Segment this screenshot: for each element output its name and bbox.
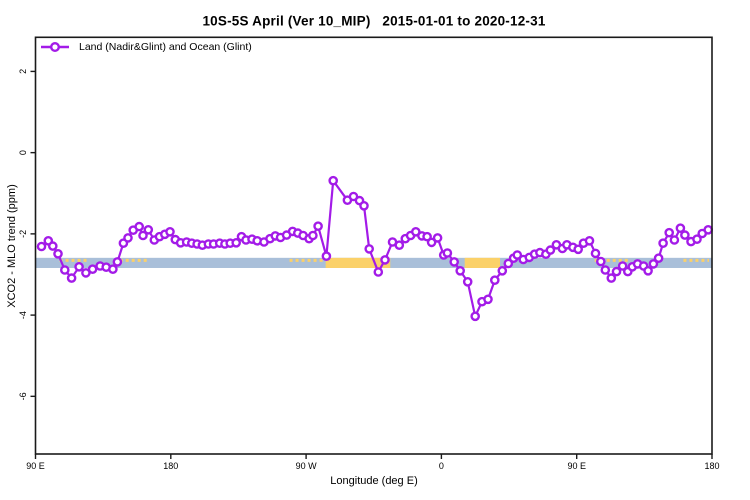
- data-point-marker: [134, 221, 144, 232]
- data-point-marker: [600, 265, 611, 275]
- data-point-marker: [658, 238, 668, 248]
- data-point-marker: [584, 235, 595, 246]
- data-point-marker: [573, 244, 584, 255]
- data-point-marker: [462, 276, 473, 287]
- data-point-marker: [449, 257, 460, 267]
- x-axis-tick-label: 90 E: [567, 461, 586, 471]
- data-point-marker: [112, 257, 123, 267]
- data-point-marker: [138, 230, 148, 241]
- chart-title: 10S-5S April (Ver 10_MIP) 2015-01-01 to …: [202, 13, 546, 29]
- data-point-marker: [503, 258, 514, 269]
- data-point-marker: [483, 294, 493, 305]
- plot-border: [34, 36, 713, 455]
- data-point-marker: [643, 265, 653, 276]
- data-point-marker: [470, 311, 481, 322]
- data-point-marker: [36, 241, 47, 252]
- data-point-marker: [606, 273, 617, 283]
- y-axis-tick-label: 2: [18, 69, 28, 74]
- data-point-marker: [675, 223, 686, 233]
- data-point-marker: [653, 253, 664, 264]
- data-point-marker: [664, 227, 675, 238]
- data-point-marker: [53, 248, 63, 259]
- data-point-marker: [692, 234, 702, 244]
- data-point-marker: [410, 226, 421, 237]
- data-point-marker: [680, 230, 690, 240]
- reference-band-orange: [325, 257, 391, 268]
- data-point-marker: [123, 233, 133, 243]
- data-point-marker: [308, 230, 318, 241]
- y-axis-tick-label: -2: [18, 230, 28, 238]
- data-point-marker: [426, 237, 437, 248]
- data-point-marker: [108, 264, 118, 275]
- data-point-marker: [328, 175, 339, 186]
- data-point-marker: [380, 255, 390, 265]
- y-axis-title: XCO2 - MLO trend (ppm): [6, 184, 18, 308]
- x-axis-tick-label: 0: [439, 461, 444, 471]
- data-point-marker: [364, 244, 375, 254]
- data-point-marker: [373, 267, 384, 277]
- x-axis-tick-label: 180: [163, 461, 178, 471]
- data-point-marker: [48, 241, 58, 251]
- data-point-marker: [231, 237, 241, 248]
- data-point-marker: [442, 248, 453, 258]
- data-point-marker: [455, 265, 466, 276]
- data-point-marker: [669, 235, 680, 245]
- data-point-marker: [87, 264, 98, 275]
- x-axis-tick-label: 180: [704, 461, 719, 471]
- data-point-marker: [74, 261, 84, 272]
- data-point-marker: [545, 245, 556, 255]
- data-point-marker: [321, 251, 332, 262]
- x-axis-title: Longitude (deg E): [330, 475, 418, 487]
- data-point-marker: [432, 233, 443, 243]
- data-point-marker: [512, 250, 523, 260]
- legend-line-marker-icon: [41, 42, 69, 52]
- data-point-marker: [596, 256, 606, 267]
- data-point-marker: [359, 200, 369, 211]
- data-point-marker: [143, 224, 154, 235]
- data-point-marker: [313, 221, 323, 231]
- y-axis-tick-label: -4: [18, 311, 28, 319]
- data-point-marker: [489, 275, 500, 286]
- data-point-marker: [66, 273, 77, 283]
- data-point-marker: [497, 265, 508, 276]
- y-axis-tick-label: 0: [18, 150, 28, 155]
- data-point-marker: [703, 224, 714, 235]
- data-point-marker: [617, 261, 628, 271]
- data-point-marker: [394, 240, 405, 250]
- reference-band-orange: [464, 257, 501, 268]
- data-point-marker: [60, 265, 70, 275]
- x-axis-tick-label: 90 W: [296, 461, 318, 471]
- data-point-marker: [81, 268, 91, 278]
- data-point-marker: [165, 226, 175, 237]
- data-series-line: [40, 179, 710, 318]
- legend-label: Land (Nadir&Glint) and Ocean (Glint): [79, 41, 252, 53]
- data-point-marker: [590, 248, 601, 259]
- legend: Land (Nadir&Glint) and Ocean (Glint): [40, 41, 252, 53]
- data-point-marker: [611, 266, 622, 277]
- y-axis-tick-label: -6: [18, 392, 28, 400]
- data-point-marker: [648, 259, 659, 269]
- x-axis-tick-label: 90 E: [26, 461, 45, 471]
